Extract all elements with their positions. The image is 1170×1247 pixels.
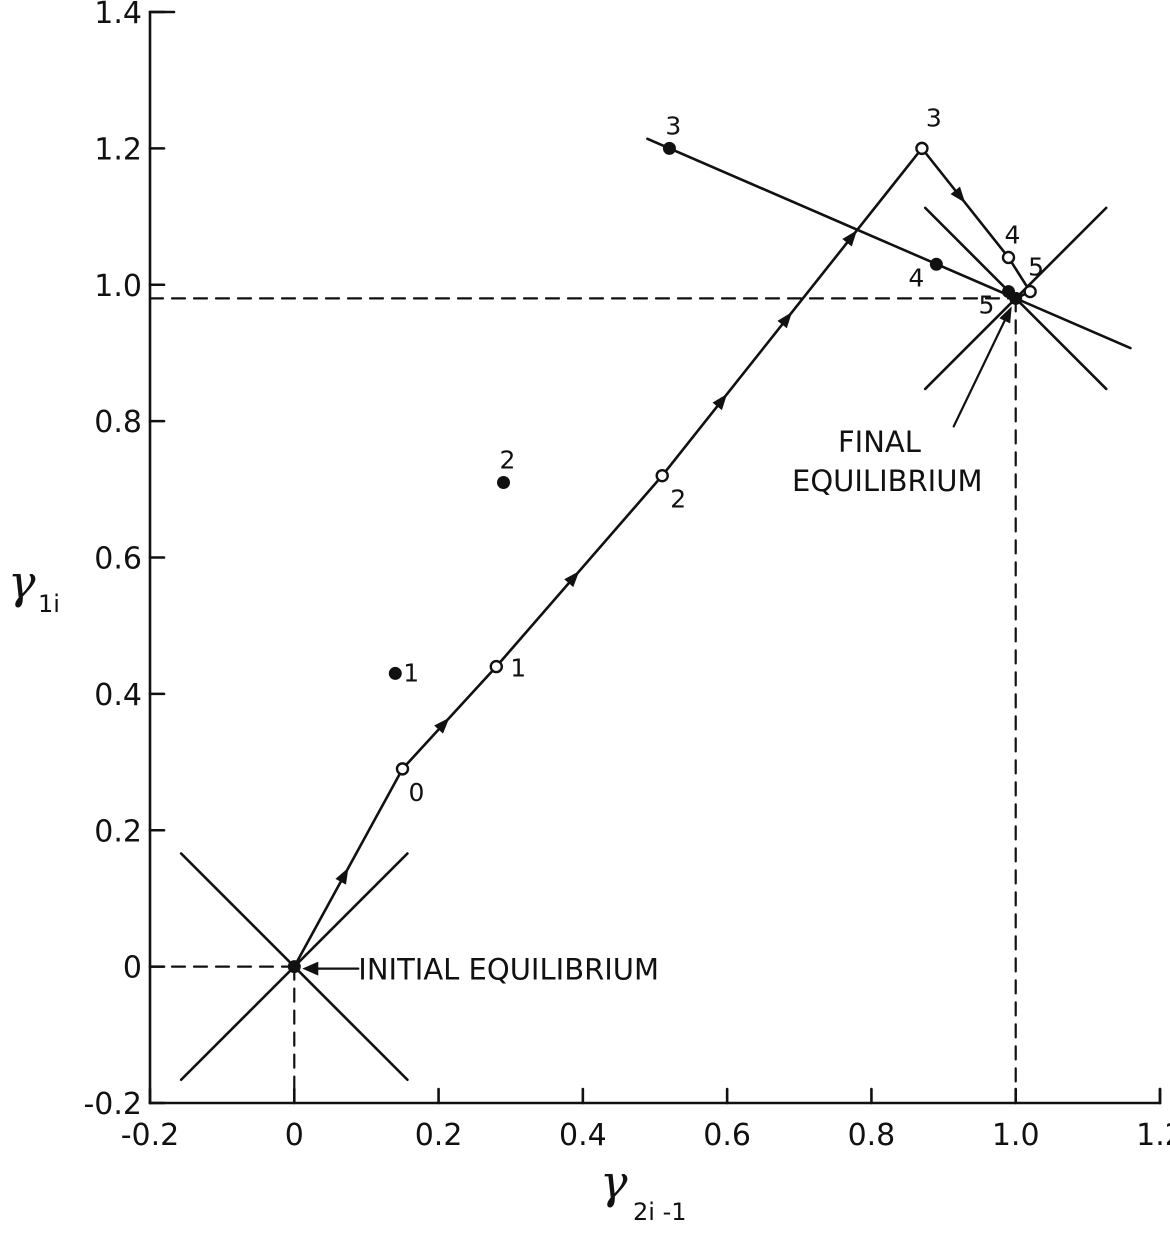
open-circle-point [915,141,929,156]
open-trajectory-segment [494,474,664,668]
open-point-label: 1 [510,654,526,683]
x-tick-label: 0.2 [415,1118,463,1153]
final-equilibrium-label-line1: FINAL [838,425,921,459]
y-tick-label: 0.4 [94,678,142,713]
open-point-label: 2 [670,485,686,514]
trajectory-arrow [950,186,966,203]
y-tick-label: -0.2 [83,1087,142,1122]
x-axis-title-subscript: 2i -1 [633,1198,687,1226]
filled-point-label: 1 [403,658,419,687]
initial-equilibrium-arrowhead [302,961,319,976]
y-axis-title: γ [8,555,36,609]
filled-point-label: 4 [908,263,924,292]
y-tick-label: 0.2 [94,814,142,849]
open-point-label: 4 [1005,220,1021,249]
y-tick-label: 1.0 [94,269,142,304]
y-tick-label: 0.6 [94,542,142,577]
filled-point-label: 3 [665,111,681,140]
filled-point-label: 2 [500,445,516,474]
y-tick-label: 0.8 [94,405,142,440]
trajectory-arrow [564,571,580,588]
filled-circle-point [497,475,510,489]
open-circle-point [1023,284,1037,299]
filled-trajectory-line [646,137,1132,350]
trajectory-arrow [777,312,793,329]
initial-equilibrium-point [287,960,301,974]
final-equilibrium-arrowhead [999,306,1012,324]
trajectory-arrow [434,717,450,734]
filled-point-label: 5 [979,291,995,320]
x-tick-label: 0.4 [559,1118,607,1153]
trajectory-arrow [712,393,728,411]
open-trajectory-segment [1007,256,1032,293]
x-tick-label: 1.2 [1136,1118,1170,1153]
open-circle-point [489,659,503,674]
open-circle-point [1001,250,1016,265]
final-equilibrium-arrow-shaft [952,313,1009,428]
open-circle-point [395,762,410,776]
filled-circle-point [388,666,402,680]
x-tick-label: 1.0 [992,1118,1040,1153]
y-tick-label: 1.4 [94,0,142,31]
open-point-label: 0 [409,778,425,807]
x-tick-label: 0.6 [703,1118,751,1153]
filled-circle-point [662,141,676,155]
y-axis-title-subscript: 1i [38,590,60,618]
final-equilibrium-point [1009,291,1023,305]
y-tick-label: 0 [123,951,142,986]
open-point-label: 3 [926,103,942,132]
x-tick-label: 0.8 [848,1118,896,1153]
open-point-label: 5 [1028,253,1044,282]
initial-equilibrium-label: INITIAL EQUILIBRIUM [358,953,659,987]
y-tick-label: 1.2 [94,132,142,167]
x-axis-title: γ [600,1155,628,1209]
trajectory-arrow [335,867,349,885]
trajectory-arrow [842,230,857,247]
x-tick-label: -0.2 [121,1118,180,1153]
filled-circle-point [929,257,943,271]
x-tick-label: 0 [285,1118,304,1153]
final-equilibrium-label-line2: EQUILIBRIUM [792,464,982,498]
open-circle-point [655,468,669,483]
